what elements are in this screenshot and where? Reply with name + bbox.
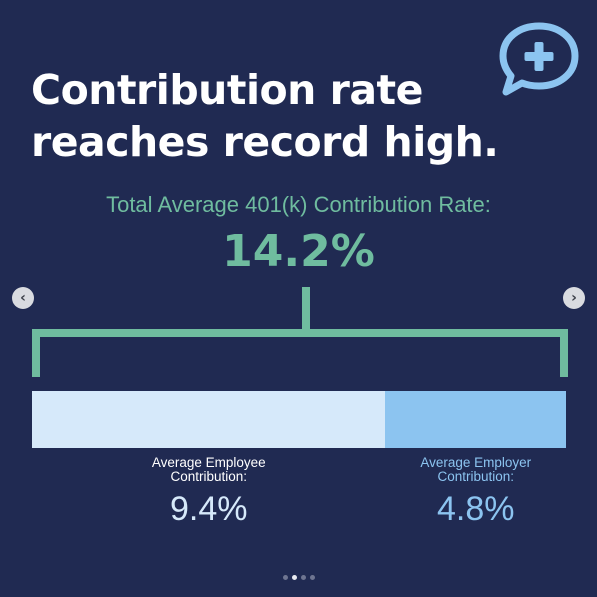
carousel-dot[interactable] xyxy=(309,575,315,580)
segment-value-employer: 4.8% xyxy=(436,490,515,528)
segment-label-employee: Average Employee Contribution: xyxy=(151,455,266,484)
bar-segment-employer xyxy=(385,391,566,448)
logo-cross-horizontal xyxy=(524,52,554,61)
bracket-left-leg xyxy=(32,329,40,377)
title-line-1: Contribution rate xyxy=(31,66,423,114)
chevron-left-icon[interactable]: ‹ xyxy=(12,287,34,309)
speech-bubble-plus-icon xyxy=(499,22,579,96)
carousel-dot[interactable] xyxy=(282,575,288,580)
bracket-right-leg xyxy=(560,329,568,377)
page-title: Contribution rate reaches record high. xyxy=(31,64,551,168)
title-line-2: reaches record high. xyxy=(31,118,499,166)
bracket-crossbar xyxy=(32,329,568,337)
logo-bubble xyxy=(499,22,579,96)
chart-title: Total Average 401(k) Contribution Rate: xyxy=(106,192,491,217)
chevron-right-icon[interactable]: › xyxy=(563,287,585,309)
carousel-dot[interactable] xyxy=(300,575,306,580)
bar-segment-employee xyxy=(32,391,386,448)
segment-label-employer: Average Employer Contribution: xyxy=(420,455,532,484)
bracket-stem xyxy=(302,287,310,332)
carousel-dots xyxy=(0,575,597,580)
carousel-dot[interactable] xyxy=(291,575,297,580)
total-value-label: 14.2% xyxy=(222,226,375,277)
segment-value-employee: 9.4% xyxy=(169,490,248,528)
stacked-bar xyxy=(32,391,566,448)
